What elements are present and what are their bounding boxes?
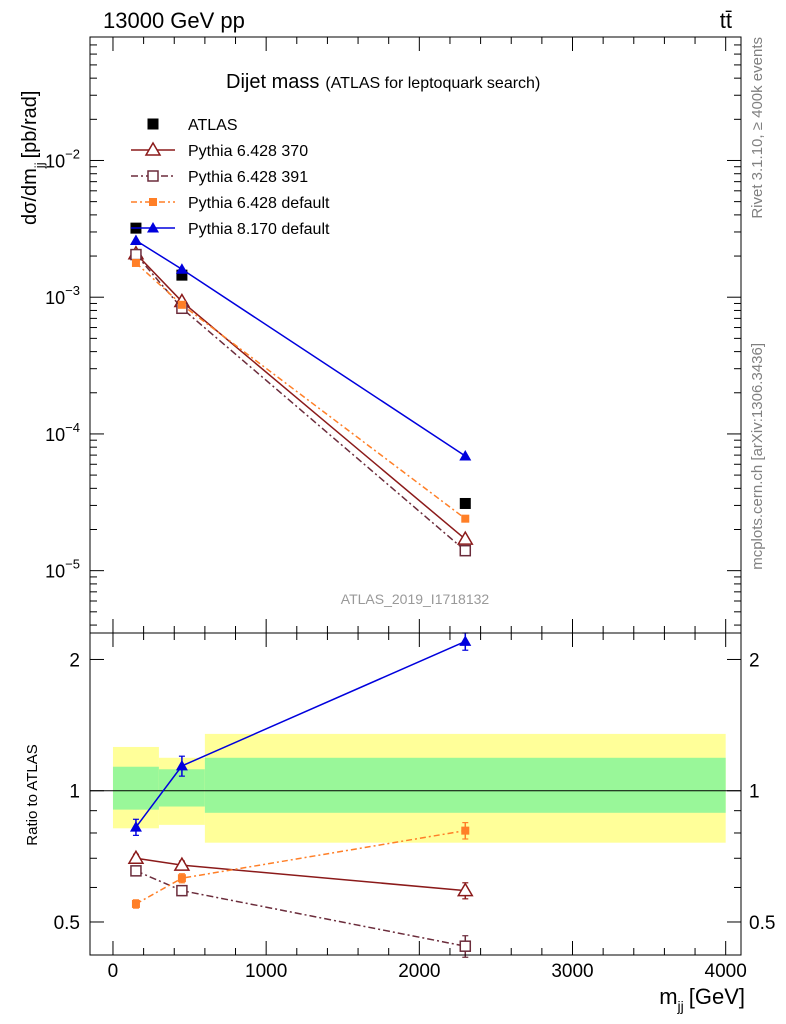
process-label: tt̄ xyxy=(720,8,732,33)
ratio-series-markers xyxy=(127,632,474,958)
main-y-axis-label: dσ/dmjj [pb/rad] xyxy=(19,91,47,225)
ratio-y-tick-labels: 0.5 0.5 1 1 2 2 xyxy=(54,650,776,934)
y-label-unit: [pb/rad] xyxy=(19,91,41,159)
main-y-tick-labels: 10−510−410−310−2 xyxy=(45,146,80,581)
ratio-point-pythia-6-428-default-0 xyxy=(131,899,140,908)
ratio-axis-ticks xyxy=(90,633,741,955)
legend-label-pythia-6-428-370: Pythia 6.428 370 xyxy=(188,143,308,160)
main-point-atlas-1 xyxy=(176,269,188,281)
ratio-point-pythia-6-428-370-1 xyxy=(173,856,191,871)
energy-label: 13000 GeV pp xyxy=(103,8,245,33)
ratio-band-inner-2 xyxy=(204,757,726,813)
y-tick-exponent: −3 xyxy=(65,283,80,298)
x-tick-label: 2000 xyxy=(398,961,440,982)
ratio-band-inner-0 xyxy=(112,766,159,810)
ratio-point-pythia-8-170-default-1 xyxy=(175,759,188,771)
mcplots-label: mcplots.cern.ch [arXiv:1306.3436] xyxy=(749,343,766,570)
x-axis-label: mjj [GeV] xyxy=(659,984,745,1014)
legend: ATLAS Pythia 6.428 370 Pythia 6.428 391 Pyt… xyxy=(131,117,330,238)
main-y-tick-label: 10−2 xyxy=(45,146,80,171)
x-tick-label: 3000 xyxy=(551,961,593,982)
main-axis-ticks xyxy=(90,36,741,633)
main-line-pythia-6-428-370 xyxy=(135,253,466,540)
y-tick-mantissa: 10 xyxy=(45,288,65,308)
main-point-pythia-8-170-default-0 xyxy=(129,234,142,245)
main-y-tick-label: 10−4 xyxy=(45,420,80,445)
ratio-point-pythia-8-170-default-2 xyxy=(459,635,472,646)
ratio-y-tick-label-right: 0.5 xyxy=(749,913,775,934)
ratio-y-tick-label-right: 2 xyxy=(749,650,760,671)
x-tick-labels: 0 1000 2000 3000 4000 xyxy=(108,961,747,982)
analysis-id: ATLAS_2019_I1718132 xyxy=(341,591,490,607)
ratio-point-pythia-6-428-391-0 xyxy=(130,865,142,877)
rivet-label: Rivet 3.1.10, ≥ 400k events xyxy=(749,37,766,219)
main-line-pythia-6-428-default xyxy=(135,262,466,520)
y-tick-exponent: −4 xyxy=(65,420,80,435)
ratio-y-tick-label-left: 2 xyxy=(69,650,80,671)
x-tick-label: 0 xyxy=(108,961,119,982)
legend-marker-pythia-6-428-391 xyxy=(147,170,159,182)
y-tick-mantissa: 10 xyxy=(45,425,65,445)
ratio-uncertainty-bands xyxy=(112,733,726,843)
x-label-unit: [GeV] xyxy=(689,984,745,1009)
legend-label-pythia-6-428-391: Pythia 6.428 391 xyxy=(188,169,308,186)
y-tick-mantissa: 10 xyxy=(45,562,65,582)
main-point-pythia-8-170-default-1 xyxy=(175,263,188,274)
main-point-atlas-2 xyxy=(459,497,471,509)
ratio-y-tick-label-left: 1 xyxy=(69,782,80,803)
main-series-markers xyxy=(127,222,474,557)
chart-title-text: Dijet mass xyxy=(226,71,319,93)
legend-label-pythia-8-170-default: Pythia 8.170 default xyxy=(188,221,330,238)
ratio-point-pythia-6-428-default-2 xyxy=(461,826,470,835)
main-point-pythia-6-428-default-2 xyxy=(461,514,470,523)
y-label-main: dσ/dm xyxy=(19,168,41,225)
ratio-panel: 0.5 0.5 1 1 2 2 0 1000 2000 3000 4000 xyxy=(54,632,776,982)
legend-label-atlas: ATLAS xyxy=(188,117,238,134)
y-label-sub: jj xyxy=(32,162,47,169)
main-point-pythia-6-428-default-0 xyxy=(131,258,140,267)
ratio-panel-frame xyxy=(89,632,742,956)
ratio-y-axis-label: Ratio to ATLAS xyxy=(24,744,41,845)
svg-text:dσ/dmjj[pb/rad]: dσ/dmjj [pb/rad] xyxy=(19,91,47,225)
main-point-pythia-6-428-391-0 xyxy=(130,248,142,261)
main-point-pythia-6-428-391-2 xyxy=(459,544,472,557)
ratio-point-pythia-6-428-default-1 xyxy=(177,874,186,883)
legend-marker-pythia-6-428-default xyxy=(149,198,157,206)
main-point-pythia-6-428-default-1 xyxy=(177,300,186,309)
x-label-main: m xyxy=(659,984,677,1009)
x-label-sub: jj xyxy=(677,998,684,1014)
ratio-point-pythia-6-428-370-2 xyxy=(456,882,474,897)
y-tick-exponent: −2 xyxy=(65,146,80,161)
chart-title: Dijet mass (ATLAS for leptoquark search) xyxy=(226,71,540,93)
main-series-lines xyxy=(135,239,466,552)
legend-marker-pythia-8-170-default xyxy=(147,222,159,233)
chart-subtitle: (ATLAS for leptoquark search) xyxy=(325,75,540,92)
ratio-point-pythia-6-428-370-0 xyxy=(127,849,145,865)
main-point-pythia-6-428-370-2 xyxy=(456,530,474,545)
legend-marker-atlas xyxy=(147,118,159,130)
legend-marker-pythia-6-428-370 xyxy=(144,141,162,156)
ratio-point-pythia-8-170-default-0 xyxy=(129,821,142,832)
ratio-y-tick-label-left: 0.5 xyxy=(54,913,80,934)
main-point-pythia-8-170-default-2 xyxy=(459,449,472,461)
y-tick-mantissa: 10 xyxy=(45,151,65,171)
x-tick-label: 1000 xyxy=(245,961,287,982)
legend-label-pythia-6-428-default: Pythia 6.428 default xyxy=(188,195,330,212)
ratio-point-pythia-6-428-391-1 xyxy=(176,884,188,897)
x-tick-label: 4000 xyxy=(705,961,747,982)
ratio-point-pythia-6-428-391-2 xyxy=(459,940,472,952)
main-y-tick-label: 10−5 xyxy=(45,557,80,582)
main-y-tick-label: 10−3 xyxy=(45,283,80,308)
ratio-y-tick-label-right: 1 xyxy=(749,782,760,803)
y-tick-exponent: −5 xyxy=(65,557,80,572)
